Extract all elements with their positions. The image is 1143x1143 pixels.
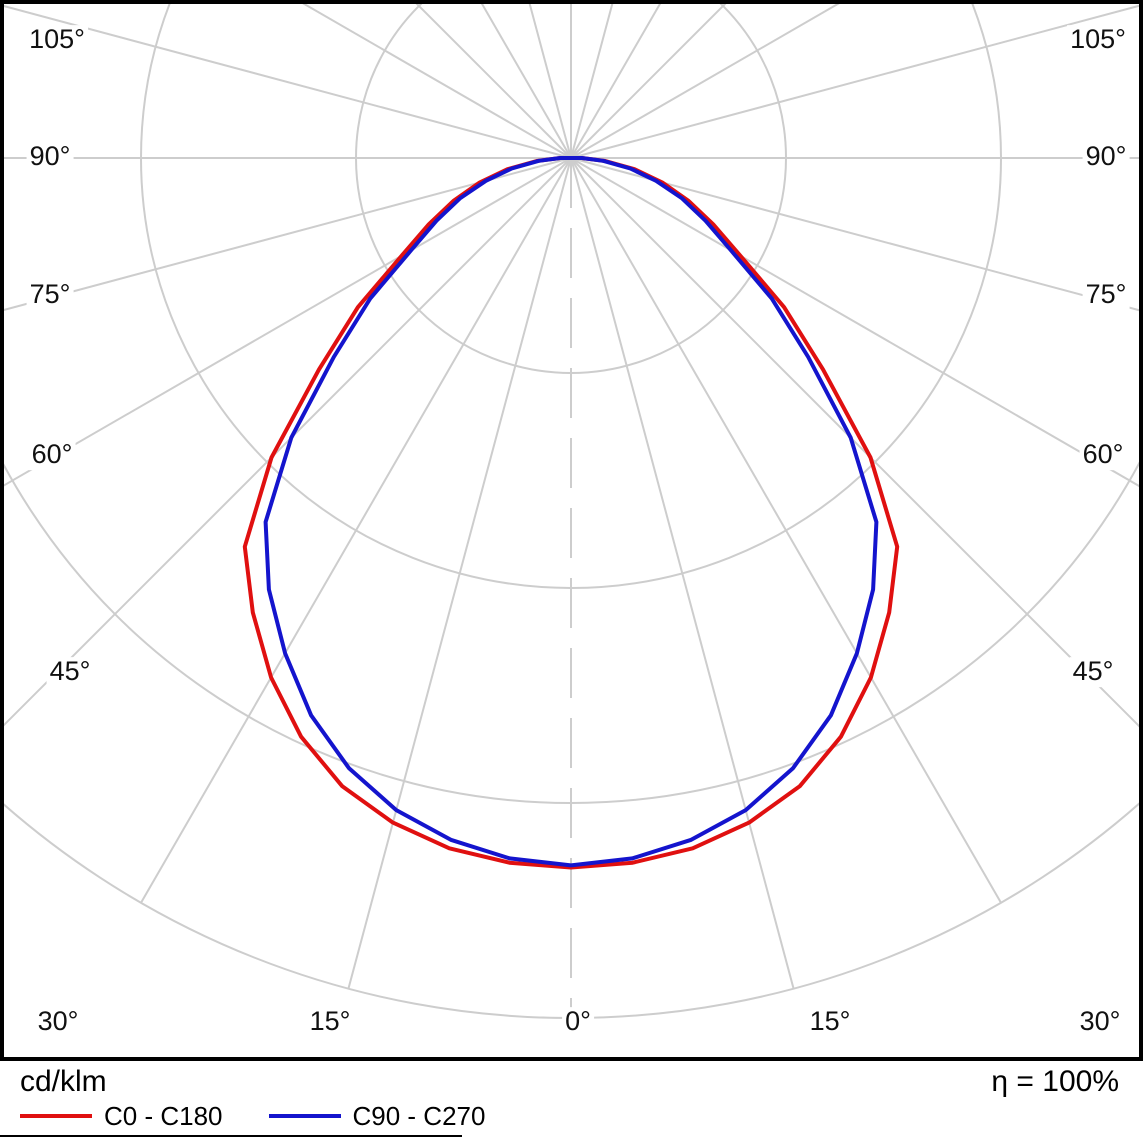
c0-c180-line-swatch [20,1114,92,1118]
angle-tick-label: 30° [34,1006,82,1037]
light-output-ratio-label: η = 100% [991,1065,1119,1098]
angle-tick-label: 75° [26,279,74,310]
legend-label-c0-c180: C0 - C180 [104,1101,223,1131]
footer-info-row: cd/klm η = 100% [0,1065,1143,1099]
units-label: cd/klm [20,1065,107,1098]
angle-tick-label: 60° [28,439,76,470]
legend-item-c0-c180: C0 - C180 [20,1103,223,1129]
polar-diagram: 105° 90° 75° 60° 45° 30° 15° 0° 15° 30° 45° 60° 75° 9… [0,0,1143,1061]
angle-tick-label: 15° [306,1006,354,1037]
polar-grid-and-curves [4,4,1139,1019]
legend-item-c90-c270: C90 - C270 [268,1101,486,1131]
legend-underline [0,1135,462,1137]
angle-tick-label: 60° [1079,439,1127,470]
angle-tick-label: 105° [26,24,88,55]
legend: C0 - C180 C90 - C270 [20,1103,485,1129]
angle-tick-label: 45° [1069,656,1117,687]
angle-tick-label: 0° [562,1006,594,1037]
angle-tick-label: 15° [806,1006,854,1037]
legend-label-c90-c270: C90 - C270 [352,1101,486,1131]
diagram-footer: cd/klm η = 100% C0 - C180 C90 - C270 [0,1061,1143,1143]
c90-c270-line-swatch [268,1114,341,1118]
angle-tick-label: 90° [1082,141,1130,172]
angle-tick-label: 30° [1076,1006,1124,1037]
angle-tick-label: 75° [1082,279,1130,310]
angle-tick-label: 105° [1067,24,1129,55]
angle-tick-label: 90° [26,141,74,172]
angle-tick-label: 45° [46,656,94,687]
